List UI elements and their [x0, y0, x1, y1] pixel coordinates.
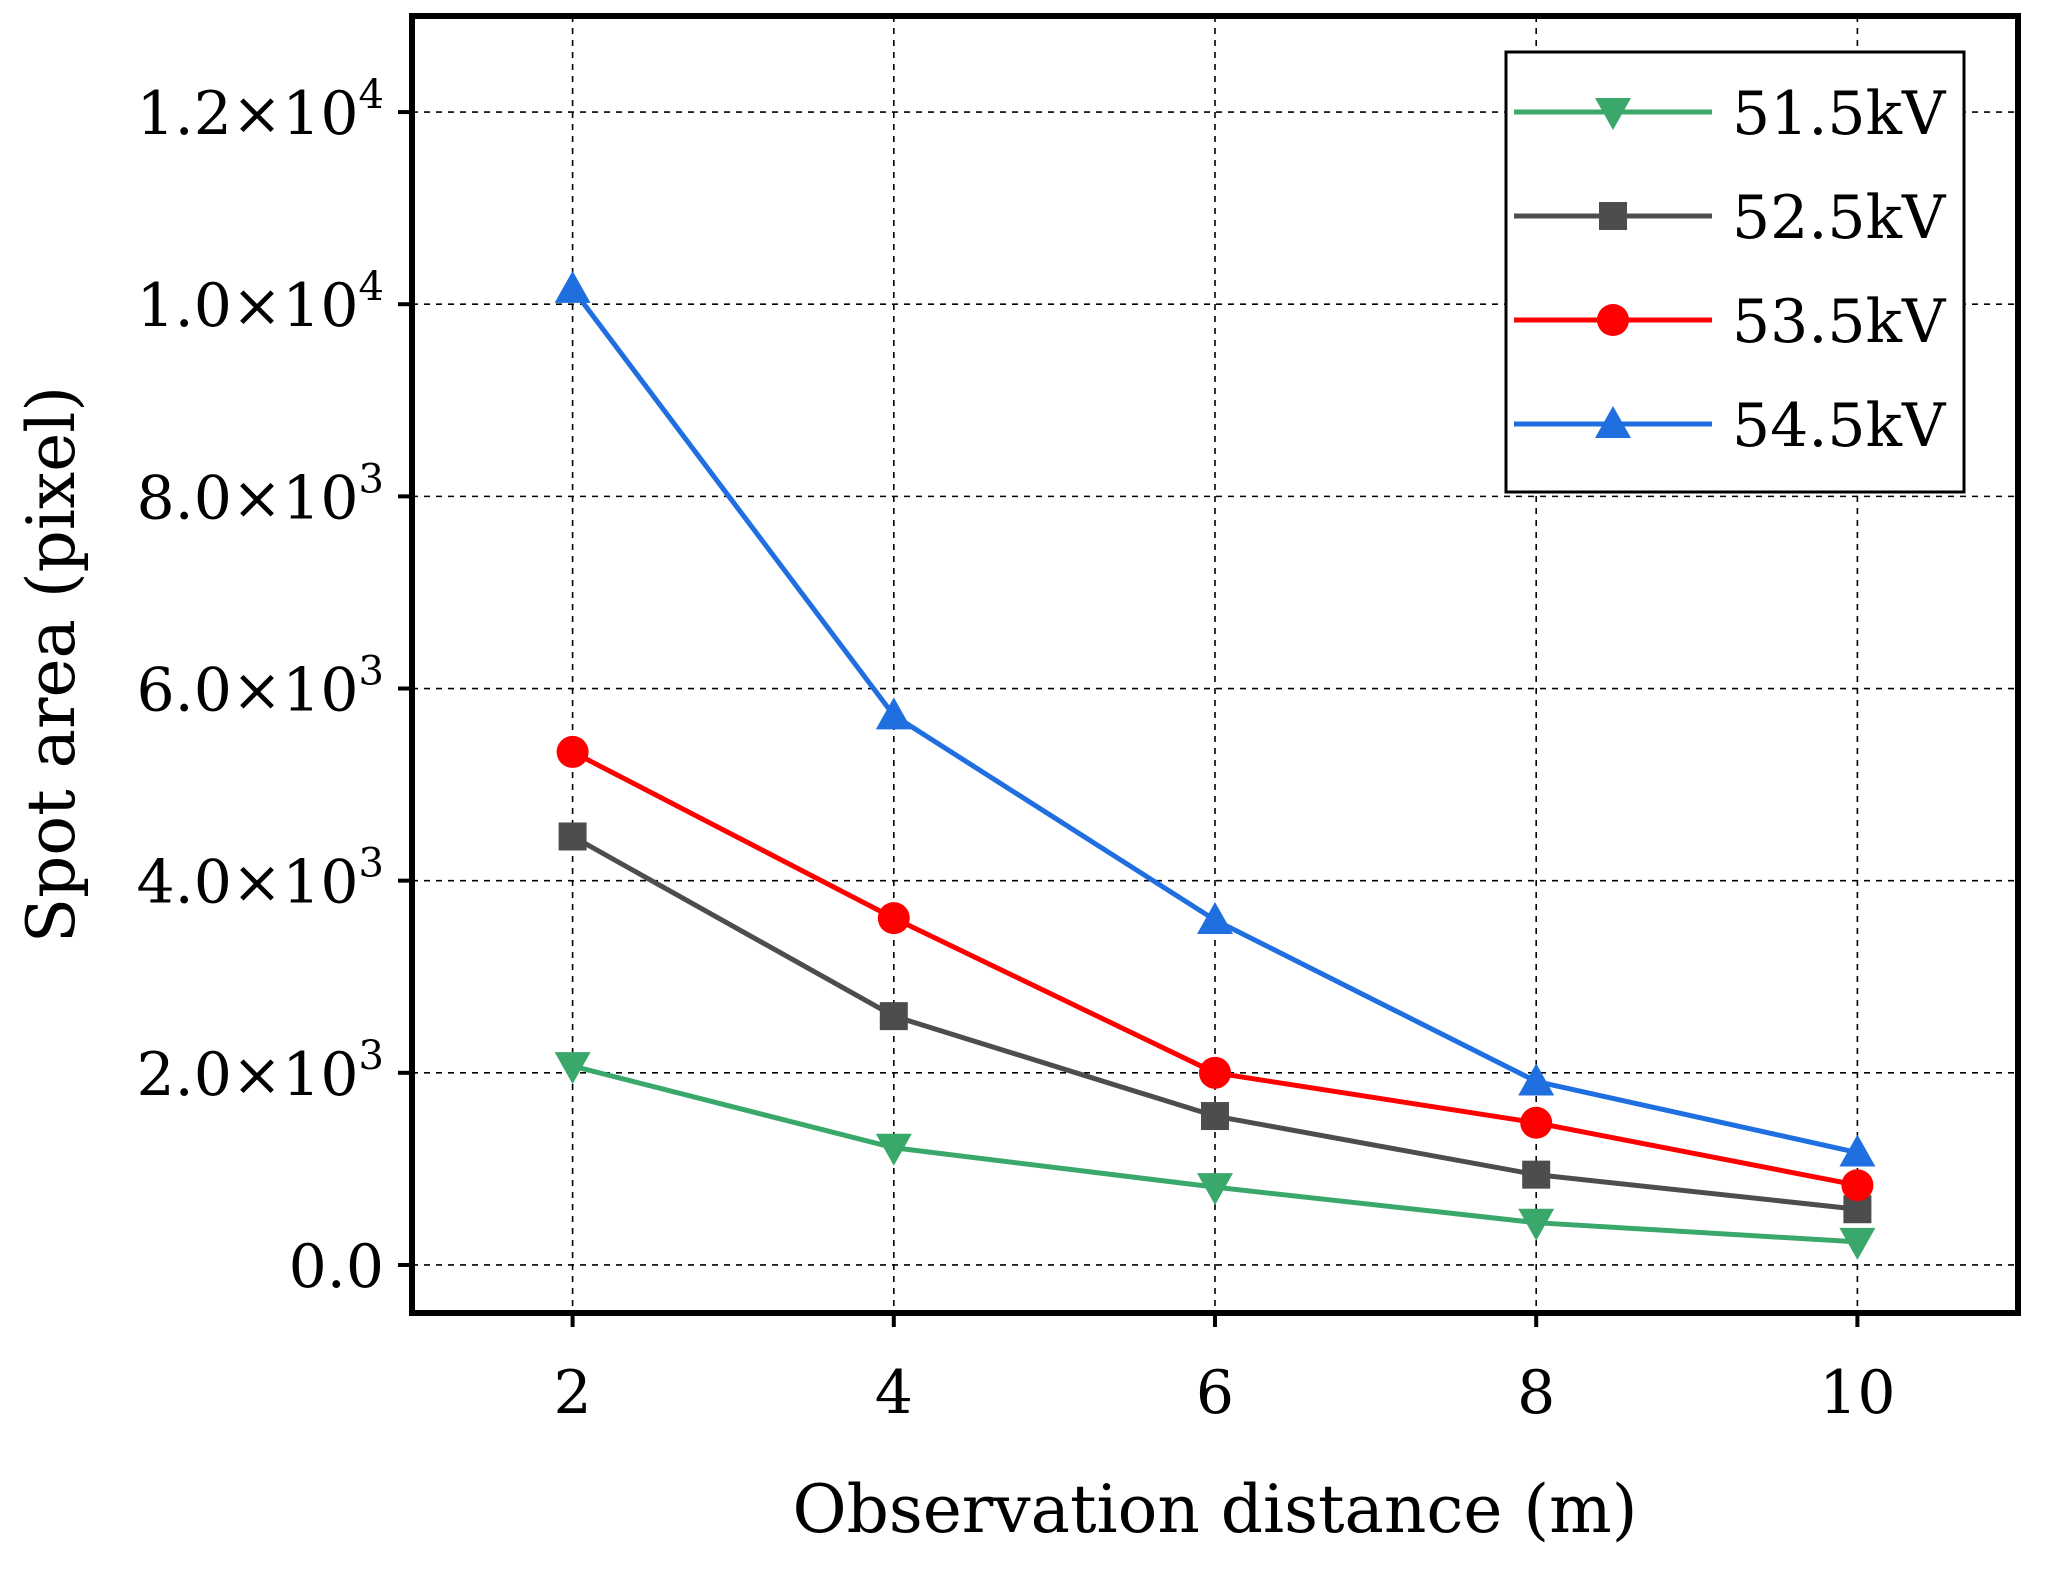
- y-tick-mantissa: 0.0: [289, 1232, 384, 1302]
- y-tick-multiplier: ×10: [232, 79, 359, 149]
- y-tick-mantissa: 6.0: [137, 656, 232, 726]
- legend-label: 53.5kV: [1732, 287, 1947, 357]
- series-line: [571, 1063, 1858, 1245]
- data-point: [875, 697, 912, 730]
- data-point: [1520, 1106, 1553, 1139]
- data-point: [558, 822, 587, 851]
- y-tick-label: 0.0: [289, 1232, 384, 1302]
- y-tick-label: 4.0×103: [137, 841, 385, 918]
- legend-label: 51.5kV: [1732, 79, 1947, 149]
- y-tick-label: 1.0×104: [137, 264, 385, 341]
- series: [554, 270, 1876, 1260]
- data-point: [1518, 1208, 1555, 1241]
- legend-marker: [1599, 202, 1627, 230]
- series-54.5kV: [554, 270, 1876, 1167]
- data-point: [1841, 1169, 1874, 1202]
- x-tick-label: 10: [1819, 1358, 1895, 1428]
- y-tick-mantissa: 8.0: [137, 463, 232, 533]
- y-tick-mantissa: 2.0: [137, 1040, 232, 1110]
- data-point: [875, 1133, 912, 1166]
- series-52.5kV: [558, 822, 1872, 1224]
- y-tick-exponent: 3: [359, 456, 384, 502]
- x-tick-label: 4: [875, 1358, 913, 1428]
- y-tick-multiplier: ×10: [232, 1040, 359, 1110]
- data-point: [1197, 902, 1233, 935]
- legend-label: 52.5kV: [1732, 183, 1947, 253]
- legend-label: 54.5kV: [1732, 391, 1947, 461]
- y-tick-exponent: 4: [359, 264, 384, 310]
- x-axis-label: Observation distance (m): [792, 1471, 1637, 1548]
- y-tick-multiplier: ×10: [232, 656, 359, 726]
- x-tick-label: 6: [1196, 1358, 1234, 1428]
- x-tick-label: 2: [554, 1358, 592, 1428]
- data-point: [1199, 1056, 1231, 1089]
- data-point: [1522, 1160, 1551, 1189]
- data-point: [1197, 1173, 1233, 1206]
- y-tick-label: 8.0×103: [137, 456, 385, 533]
- y-tick-exponent: 3: [359, 841, 384, 887]
- y-tick-multiplier: ×10: [232, 848, 359, 918]
- legend-marker: [1595, 98, 1631, 130]
- y-tick-exponent: 3: [359, 1033, 384, 1079]
- series-51.5kV: [554, 1052, 1876, 1260]
- series-53.5kV: [556, 735, 1874, 1202]
- data-point: [1839, 1134, 1876, 1167]
- data-point: [879, 1002, 908, 1031]
- y-tick-exponent: 4: [359, 72, 384, 118]
- grid: [412, 16, 2018, 1313]
- data-point: [1518, 1063, 1555, 1096]
- legend: 51.5kV 52.5kV 53.5kV 54.5kV: [1504, 50, 1966, 494]
- legend-box: [1504, 50, 1966, 494]
- data-point: [556, 735, 589, 768]
- axis-ticks: 2 4 6 8 100.02.0×1034.0×1036.0×1038.0×1031.0…: [137, 72, 1896, 1428]
- legend-item: 53.5kV: [1514, 287, 1947, 357]
- legend-item: 51.5kV: [1514, 79, 1947, 149]
- x-tick-label: 8: [1517, 1358, 1555, 1428]
- data-point: [1839, 1227, 1876, 1260]
- y-tick-exponent: 3: [359, 649, 384, 695]
- data-point: [554, 270, 591, 303]
- data-point: [554, 1052, 591, 1085]
- data-point: [877, 902, 910, 935]
- y-axis-label: Spot area (pixel): [13, 386, 90, 943]
- y-tick-label: 6.0×103: [137, 649, 385, 726]
- y-tick-mantissa: 1.0: [137, 271, 232, 341]
- legend-marker: [1595, 406, 1631, 438]
- legend-item: 52.5kV: [1514, 183, 1947, 253]
- y-tick-label: 2.0×103: [137, 1033, 385, 1110]
- y-tick-mantissa: 4.0: [137, 848, 232, 918]
- legend-item: 54.5kV: [1514, 391, 1947, 461]
- y-tick-multiplier: ×10: [232, 463, 359, 533]
- data-point: [1201, 1102, 1229, 1131]
- y-tick-label: 1.2×104: [137, 72, 385, 149]
- y-tick-multiplier: ×10: [232, 271, 359, 341]
- y-tick-mantissa: 1.2: [137, 79, 232, 149]
- legend-marker: [1597, 304, 1629, 336]
